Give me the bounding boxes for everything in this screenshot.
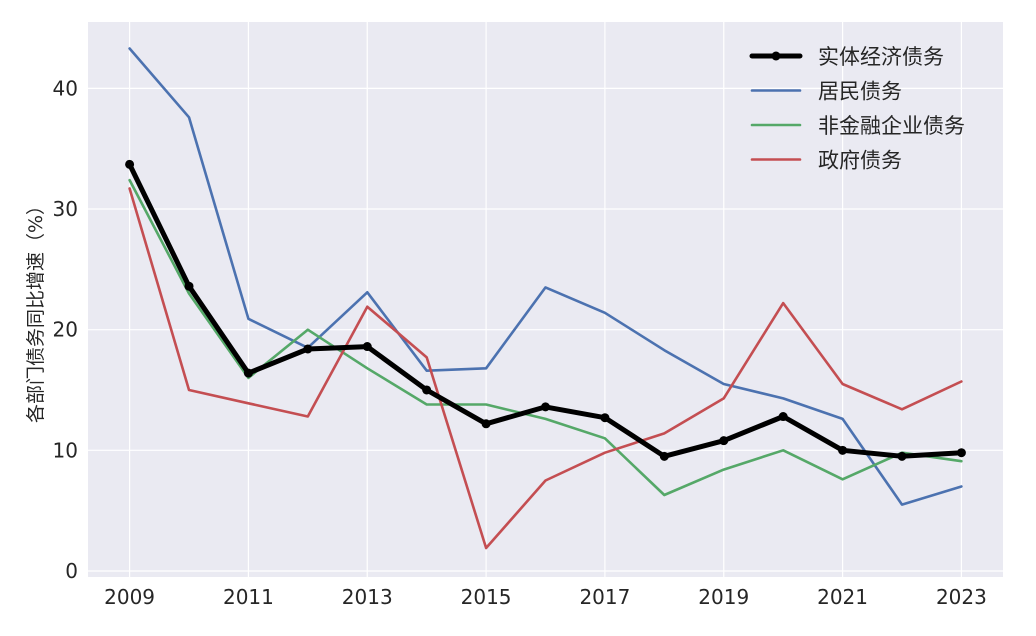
data-point [481,419,491,429]
data-point [719,436,729,446]
legend-item: 非金融企业债务 [750,114,965,138]
y-tick-label: 0 [65,559,78,583]
data-point [184,281,194,291]
data-point [125,159,135,169]
data-point [956,448,966,458]
x-tick-label: 2009 [104,585,155,609]
x-tick-label: 2011 [223,585,274,609]
x-tick-label: 2017 [579,585,630,609]
x-tick-label: 2013 [342,585,393,609]
gridlines [88,22,1003,577]
data-point [541,402,550,412]
y-tick-label: 10 [53,438,78,462]
data-point [778,412,788,422]
legend-marker [771,51,781,61]
data-point [362,342,372,352]
data-point [659,451,669,461]
series-line [128,187,963,550]
y-tick-label: 40 [53,76,78,100]
data-point [600,413,610,423]
series-line [128,178,963,497]
x-tick-label: 2021 [817,585,868,609]
legend-label: 实体经济债务 [818,45,944,69]
x-tick-label: 2019 [698,585,749,609]
plot-background [88,22,1003,577]
legend-item: 政府债务 [750,149,902,173]
series-1 [128,47,963,506]
x-tick-label: 2015 [461,585,512,609]
legend-label: 居民债务 [818,80,902,104]
series-2 [128,178,963,497]
series-0 [125,159,966,461]
series-3 [128,187,963,550]
y-tick-label: 30 [53,197,78,221]
legend-label: 政府债务 [818,149,902,173]
x-tick-label: 2023 [936,585,987,609]
data-point [897,451,907,461]
data-point [303,344,313,354]
legend-item: 实体经济债务 [749,45,944,69]
data-point [422,385,432,395]
data-point [838,445,848,455]
series-layer [125,47,966,550]
tick-labels: 2009 2011 2013 2015 2017 2019 2021 2023 0 10 20 30 4… [53,76,987,609]
y-axis-label: 各部门债务同比增速（%） [25,196,47,423]
data-point [243,368,253,378]
series-line [128,47,963,506]
legend-label: 非金融企业债务 [818,114,965,138]
legend-item: 居民债务 [750,80,902,104]
y-tick-label: 20 [53,318,78,342]
